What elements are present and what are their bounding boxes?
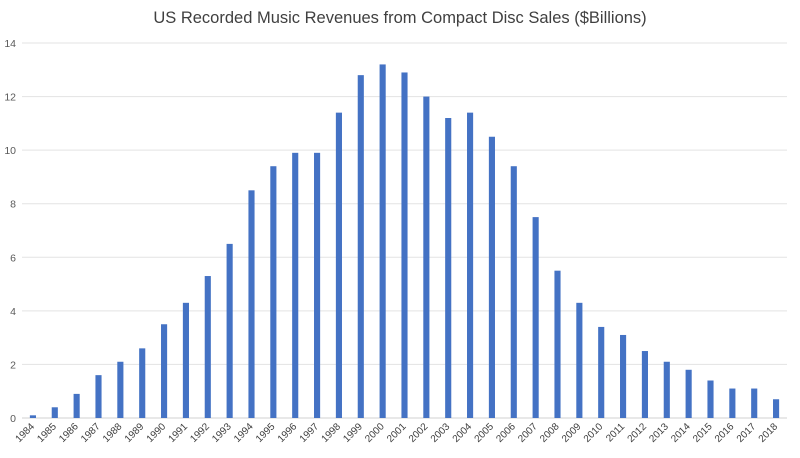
bar-1986 [73,393,80,418]
bar-2018 [773,399,780,418]
x-tick-label: 2008 [538,421,562,445]
x-tick-label: 2010 [582,421,606,445]
y-tick-label: 14 [4,38,16,50]
x-tick-label: 2002 [407,421,431,445]
bar-1997 [314,152,321,419]
x-tick-label: 1994 [232,421,256,445]
x-tick-label: 1985 [35,421,59,445]
x-tick-label: 2013 [647,421,671,445]
y-tick-label: 2 [10,359,16,371]
bar-2011 [620,334,627,418]
y-tick-label: 10 [4,145,16,157]
x-tick-label: 2018 [757,421,781,445]
bar-1995 [270,166,277,418]
x-tick-label: 1991 [167,421,191,445]
y-tick-label: 0 [10,413,16,425]
x-tick-label: 2009 [560,421,584,445]
x-tick-label: 2007 [516,421,540,445]
x-tick-label: 1999 [341,421,365,445]
bar-1993 [226,243,233,418]
x-tick-label: 1986 [57,421,81,445]
y-tick-label: 4 [10,306,16,318]
x-tick-label: 1987 [79,421,103,445]
x-tick-label: 2005 [473,421,497,445]
bar-1990 [161,324,168,418]
x-tick-label: 2017 [735,421,759,445]
x-tick-label: 2014 [669,421,693,445]
bar-2015 [707,380,714,418]
bar-2003 [445,118,452,418]
x-tick-label: 1993 [210,421,234,445]
x-tick-label: 2003 [429,421,453,445]
x-tick-label: 1989 [123,421,147,445]
bar-2010 [598,326,605,418]
bar-1999 [357,75,364,419]
bar-2004 [467,112,474,419]
x-axis: 1984198519861987198819891990199119921993… [14,421,781,445]
x-tick-label: 1995 [254,421,278,445]
x-tick-label: 1997 [298,421,322,445]
x-tick-label: 2006 [494,421,518,445]
bar-2005 [488,136,495,418]
bar-1987 [95,375,102,418]
bar-2013 [663,361,670,418]
bar-2009 [576,302,583,418]
bar-1996 [292,152,299,419]
x-tick-label: 2012 [626,421,650,445]
y-tick-label: 8 [10,199,16,211]
bar-2007 [532,217,539,418]
x-tick-label: 1996 [276,421,300,445]
bar-1988 [117,361,124,418]
bars [29,64,780,419]
bar-2014 [685,369,692,418]
bar-1998 [335,112,342,419]
bar-1994 [248,190,255,418]
x-tick-label: 2001 [385,421,409,445]
bar-2001 [401,72,408,418]
x-tick-label: 2016 [713,421,737,445]
bar-2002 [423,96,430,419]
bar-2006 [510,166,517,418]
y-tick-label: 6 [10,252,16,264]
bar-2008 [554,270,561,418]
x-tick-label: 1990 [145,421,169,445]
y-tick-label: 12 [4,92,16,104]
bar-1984 [29,415,36,418]
bar-2012 [641,351,648,418]
bar-2000 [379,64,386,418]
bar-1991 [182,302,189,418]
bar-2017 [751,388,758,418]
bar-1985 [51,407,58,418]
x-tick-label: 1998 [320,421,344,445]
chart-title: US Recorded Music Revenues from Compact … [153,9,647,27]
x-tick-label: 1992 [188,421,212,445]
x-tick-label: 2011 [604,421,627,444]
bar-1989 [139,348,146,418]
x-tick-label: 1984 [14,421,38,445]
x-tick-label: 1988 [101,421,125,445]
x-tick-label: 2015 [691,421,715,445]
y-axis: 0 2 4 6 8 10 12 14 [4,38,16,425]
bar-1992 [204,276,211,418]
x-tick-label: 2004 [451,421,475,445]
bar-2016 [729,388,736,418]
x-tick-label: 2000 [363,421,387,445]
